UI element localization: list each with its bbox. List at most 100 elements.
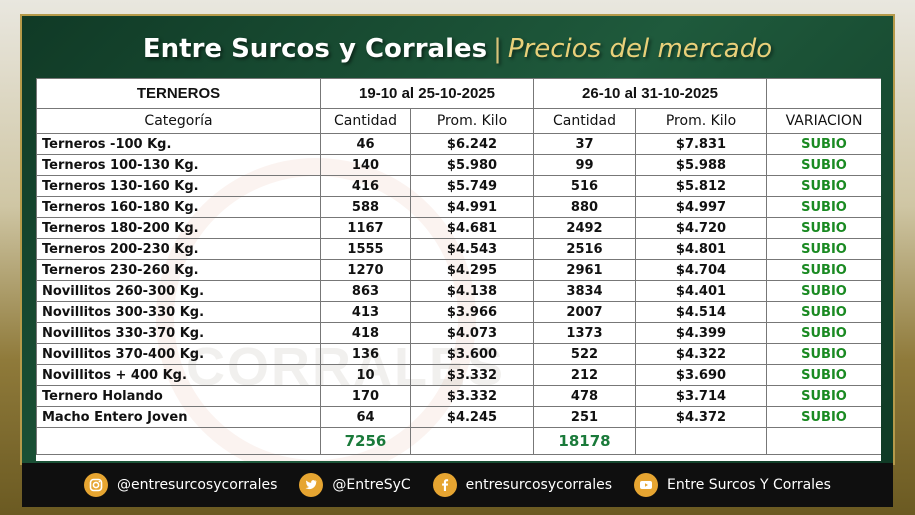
col-header-price-1: Prom. Kilo xyxy=(410,108,534,134)
table-row: Terneros 160-180 Kg. 588 $4.991 880 $4.997 SU… xyxy=(36,196,881,218)
table-row: Ternero Holando 170 $3.332 478 $3.714 SUBIO xyxy=(36,385,881,407)
table-row: Terneros 100-130 Kg. 140 $5.980 99 $5.988 SUB… xyxy=(36,154,881,176)
cell-price-2: $5.988 xyxy=(635,154,767,176)
cell-qty-2: 522 xyxy=(533,343,636,365)
table-row: Macho Entero Joven 64 $4.245 251 $4.372 SUBIO xyxy=(36,406,881,428)
instagram-handle: @entresurcosycorrales xyxy=(117,477,278,493)
youtube-link[interactable]: Entre Surcos Y Corrales xyxy=(634,473,831,497)
cell-variation: SUBIO xyxy=(766,238,881,260)
cell-qty-1: 140 xyxy=(320,154,411,176)
title-subtitle: Precios del mercado xyxy=(507,34,773,64)
cell-category: Terneros 160-180 Kg. xyxy=(36,196,321,218)
title-separator: | xyxy=(493,34,502,64)
cell-variation: SUBIO xyxy=(766,406,881,428)
cell-variation: SUBIO xyxy=(766,217,881,239)
cell-price-2: $4.997 xyxy=(635,196,767,218)
cell-variation: SUBIO xyxy=(766,175,881,197)
cell-price-2: $4.372 xyxy=(635,406,767,428)
facebook-icon xyxy=(432,473,457,497)
cell-qty-1: 136 xyxy=(320,343,411,365)
cell-qty-2: 2516 xyxy=(533,238,636,260)
cell-qty-1: 170 xyxy=(320,385,411,407)
cell-qty-1: 1555 xyxy=(320,238,411,260)
table-body: Terneros -100 Kg. 46 $6.242 37 $7.831 SUBIO Te… xyxy=(36,133,881,428)
total-qty-1: 7256 xyxy=(320,427,411,455)
cell-category: Novillitos 370-400 Kg. xyxy=(36,343,321,365)
cell-qty-1: 1270 xyxy=(320,259,411,281)
cell-price-2: $4.801 xyxy=(635,238,767,260)
table-row: Terneros 180-200 Kg. 1167 $4.681 2492 $4.720… xyxy=(36,217,881,239)
price-table: TERNEROS 19-10 al 25-10-2025 26-10 al 31… xyxy=(36,78,881,455)
cell-variation: SUBIO xyxy=(766,196,881,218)
cell-qty-1: 1167 xyxy=(320,217,411,239)
cell-qty-1: 588 xyxy=(320,196,411,218)
cell-qty-1: 64 xyxy=(320,406,411,428)
facebook-handle: entresurcosycorrales xyxy=(465,477,613,493)
total-qty-2: 18178 xyxy=(533,427,636,455)
cell-price-2: $4.704 xyxy=(635,259,767,281)
cell-qty-2: 2492 xyxy=(533,217,636,239)
totals-row: 7256 18178 xyxy=(36,427,881,455)
facebook-link[interactable]: entresurcosycorrales xyxy=(432,473,613,497)
cell-price-2: $3.690 xyxy=(635,364,767,386)
cell-price-1: $3.966 xyxy=(410,301,534,323)
cell-qty-1: 418 xyxy=(320,322,411,344)
cell-price-2: $4.514 xyxy=(635,301,767,323)
main-panel: Entre Surcos y Corrales | Precios del merc… xyxy=(22,16,893,463)
cell-price-2: $5.812 xyxy=(635,175,767,197)
cell-category: Ternero Holando xyxy=(36,385,321,407)
table-row: Terneros 200-230 Kg. 1555 $4.543 2516 $4.801… xyxy=(36,238,881,260)
period-2-header: 26-10 al 31-10-2025 xyxy=(533,78,767,109)
header-row-periods: TERNEROS 19-10 al 25-10-2025 26-10 al 31… xyxy=(36,78,881,109)
cell-qty-2: 212 xyxy=(533,364,636,386)
youtube-channel: Entre Surcos Y Corrales xyxy=(667,477,831,493)
cell-price-2: $7.831 xyxy=(635,133,767,155)
twitter-link[interactable]: @EntreSyC xyxy=(299,473,411,497)
cell-category: Terneros -100 Kg. xyxy=(36,133,321,155)
col-header-qty-2: Cantidad xyxy=(533,108,636,134)
col-header-variation: VARIACION xyxy=(766,108,881,134)
cell-category: Terneros 180-200 Kg. xyxy=(36,217,321,239)
twitter-icon xyxy=(299,473,324,497)
cell-qty-2: 3834 xyxy=(533,280,636,302)
cell-price-1: $3.332 xyxy=(410,385,534,407)
table-row: Terneros 130-160 Kg. 416 $5.749 516 $5.812 SU… xyxy=(36,175,881,197)
cell-price-1: $4.991 xyxy=(410,196,534,218)
totals-empty-cell xyxy=(635,427,767,455)
cell-variation: SUBIO xyxy=(766,133,881,155)
page-title: Entre Surcos y Corrales | Precios del merc… xyxy=(22,24,893,74)
cell-price-1: $3.332 xyxy=(410,364,534,386)
cell-price-1: $3.600 xyxy=(410,343,534,365)
cell-category: Terneros 100-130 Kg. xyxy=(36,154,321,176)
cell-qty-2: 251 xyxy=(533,406,636,428)
cell-variation: SUBIO xyxy=(766,343,881,365)
totals-empty-cell xyxy=(766,427,881,455)
table-row: Novillitos 370-400 Kg. 136 $3.600 522 $4.322… xyxy=(36,343,881,365)
cell-price-1: $5.980 xyxy=(410,154,534,176)
cell-variation: SUBIO xyxy=(766,364,881,386)
cell-qty-1: 46 xyxy=(320,133,411,155)
header-row-columns: Categoría Cantidad Prom. Kilo Cantidad P… xyxy=(36,108,881,134)
cell-category: Novillitos 330-370 Kg. xyxy=(36,322,321,344)
cell-price-1: $4.138 xyxy=(410,280,534,302)
totals-empty-cell xyxy=(410,427,534,455)
cell-qty-2: 2007 xyxy=(533,301,636,323)
empty-header-cell xyxy=(766,78,881,109)
cell-qty-2: 2961 xyxy=(533,259,636,281)
cell-qty-1: 863 xyxy=(320,280,411,302)
table-row: Terneros -100 Kg. 46 $6.242 37 $7.831 SUBIO xyxy=(36,133,881,155)
title-main: Entre Surcos y Corrales xyxy=(142,34,488,64)
cell-price-1: $4.245 xyxy=(410,406,534,428)
cell-qty-2: 1373 xyxy=(533,322,636,344)
cell-price-2: $3.714 xyxy=(635,385,767,407)
youtube-icon xyxy=(634,473,659,497)
table-row: Novillitos 260-300 Kg. 863 $4.138 3834 $4.40… xyxy=(36,280,881,302)
cell-category: Terneros 130-160 Kg. xyxy=(36,175,321,197)
cell-price-1: $6.242 xyxy=(410,133,534,155)
table-row: Novillitos + 400 Kg. 10 $3.332 212 $3.690 SUB… xyxy=(36,364,881,386)
instagram-link[interactable]: @entresurcosycorrales xyxy=(84,473,277,497)
instagram-icon xyxy=(84,473,109,497)
period-1-header: 19-10 al 25-10-2025 xyxy=(320,78,534,109)
cell-variation: SUBIO xyxy=(766,154,881,176)
cell-qty-2: 516 xyxy=(533,175,636,197)
